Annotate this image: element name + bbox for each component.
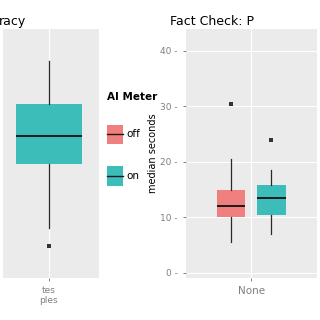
Text: Fact Check: P: Fact Check: P [170, 15, 256, 28]
Bar [16, 104, 82, 164]
Y-axis label: median seconds: median seconds [148, 114, 157, 193]
Text: racy: racy [0, 15, 26, 28]
Text: off: off [126, 129, 140, 140]
Text: AI Meter: AI Meter [107, 92, 157, 102]
Bar [217, 190, 245, 217]
Bar [257, 185, 285, 215]
Text: on: on [126, 171, 140, 181]
